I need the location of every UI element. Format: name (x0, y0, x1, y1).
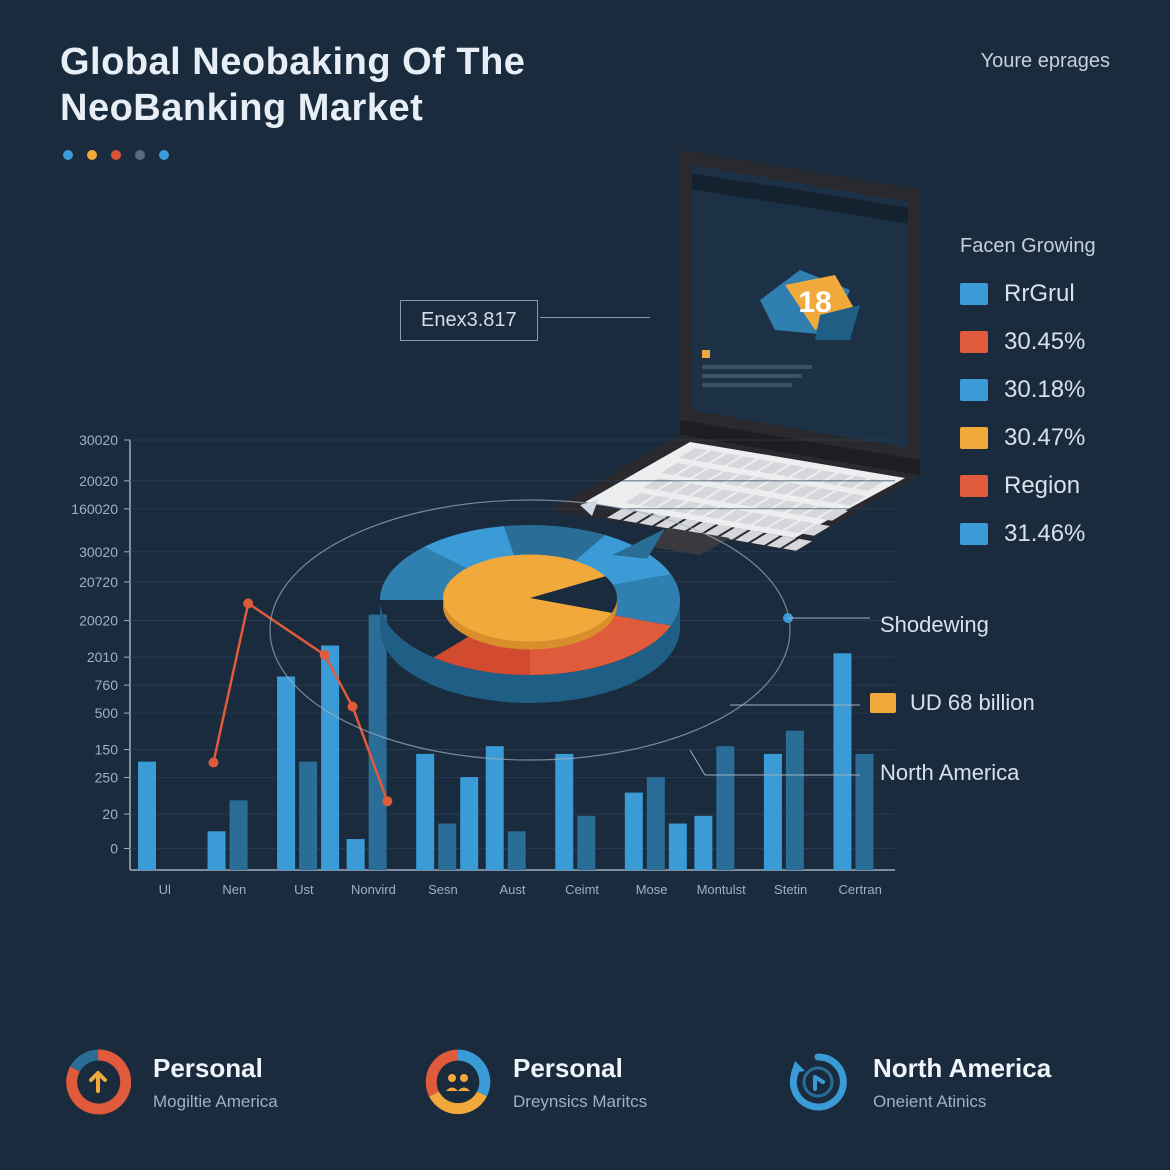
card-subtitle: Dreynsics Maritcs (513, 1092, 647, 1112)
svg-text:18: 18 (798, 286, 831, 319)
svg-text:150: 150 (95, 742, 119, 758)
card-title: Personal (153, 1053, 278, 1084)
palette-dot (111, 150, 121, 160)
footer-card: North America Oneient Atinics (785, 1049, 1105, 1115)
legend-swatch (960, 379, 988, 401)
header-link[interactable]: Youre eprages (981, 50, 1110, 73)
svg-text:Ust: Ust (294, 882, 314, 897)
svg-text:0: 0 (110, 841, 118, 857)
legend-label: 30.47% (1004, 424, 1085, 452)
card-title: Personal (513, 1053, 647, 1084)
svg-text:Ceimt: Ceimt (565, 882, 599, 897)
legend-row: Region (960, 472, 1096, 500)
legend-label: Region (1004, 472, 1080, 500)
svg-text:Montulst: Montulst (697, 882, 747, 897)
svg-text:20720: 20720 (79, 574, 118, 590)
legend-swatch (960, 331, 988, 353)
svg-text:Nen: Nen (222, 882, 246, 897)
legend-row: 30.45% (960, 328, 1096, 356)
svg-text:160020: 160020 (71, 501, 118, 517)
palette-dot (135, 150, 145, 160)
pie-chart (330, 490, 730, 730)
svg-text:Ul: Ul (159, 882, 171, 897)
footer-card: Personal Dreynsics Maritcs (425, 1049, 745, 1115)
legend-row: 30.47% (960, 424, 1096, 452)
palette-dot (159, 150, 169, 160)
svg-text:250: 250 (95, 770, 119, 786)
legend-label: 30.45% (1004, 328, 1085, 356)
svg-text:500: 500 (95, 705, 119, 721)
svg-text:20020: 20020 (79, 613, 118, 629)
svg-text:Nonvird: Nonvird (351, 882, 396, 897)
svg-text:20: 20 (102, 806, 118, 822)
header: Global Neobaking Of The NeoBanking Marke… (60, 40, 1110, 131)
card-title: North America (873, 1053, 1051, 1084)
card-subtitle: Mogiltie America (153, 1092, 278, 1112)
donut-people-icon (425, 1049, 491, 1115)
annotation-north-america: North America (880, 760, 1019, 786)
footer-cards: Personal Mogiltie America Personal Dreynsi… (65, 1049, 1105, 1115)
legend-swatch (960, 427, 988, 449)
legend-label: 30.18% (1004, 376, 1085, 404)
legend-row: 30.18% (960, 376, 1096, 404)
footer-card: Personal Mogiltie America (65, 1049, 385, 1115)
svg-text:760: 760 (95, 677, 119, 693)
palette-dot (87, 150, 97, 160)
legend-label: 31.46% (1004, 520, 1085, 548)
callout-line (540, 317, 650, 318)
card-subtitle: Oneient Atinics (873, 1092, 1051, 1112)
annotation-ud-label: UD 68 billion (910, 690, 1035, 715)
svg-text:Certran: Certran (839, 882, 882, 897)
palette-dot (63, 150, 73, 160)
annotation-shodewing: Shodewing (880, 612, 989, 638)
svg-text:Sesn: Sesn (428, 882, 458, 897)
svg-text:30020: 30020 (79, 432, 118, 448)
legend-row: RrGrul (960, 280, 1096, 308)
svg-text:Aust: Aust (499, 882, 525, 897)
svg-text:30020: 30020 (79, 544, 118, 560)
donut-arrow-icon (65, 1049, 131, 1115)
legend-swatch (960, 475, 988, 497)
callout-box: Enex3.817 (400, 300, 538, 341)
svg-text:20020: 20020 (79, 473, 118, 489)
cycle-arrow-icon (785, 1049, 851, 1115)
annotation-ud-billion: UD 68 billion (870, 690, 1035, 716)
svg-text:Stetin: Stetin (774, 882, 807, 897)
legend-row: 31.46% (960, 520, 1096, 548)
legend: Facen Growing RrGrul 30.45% 30.18% 30.47% Re… (960, 235, 1096, 548)
page-title: Global Neobaking Of The NeoBanking Marke… (60, 40, 560, 131)
legend-label: RrGrul (1004, 280, 1075, 308)
palette-dots (63, 150, 169, 160)
svg-text:Mose: Mose (636, 882, 668, 897)
legend-title: Facen Growing (960, 235, 1096, 258)
legend-swatch (960, 283, 988, 305)
svg-text:2010: 2010 (87, 649, 118, 665)
legend-swatch (960, 523, 988, 545)
